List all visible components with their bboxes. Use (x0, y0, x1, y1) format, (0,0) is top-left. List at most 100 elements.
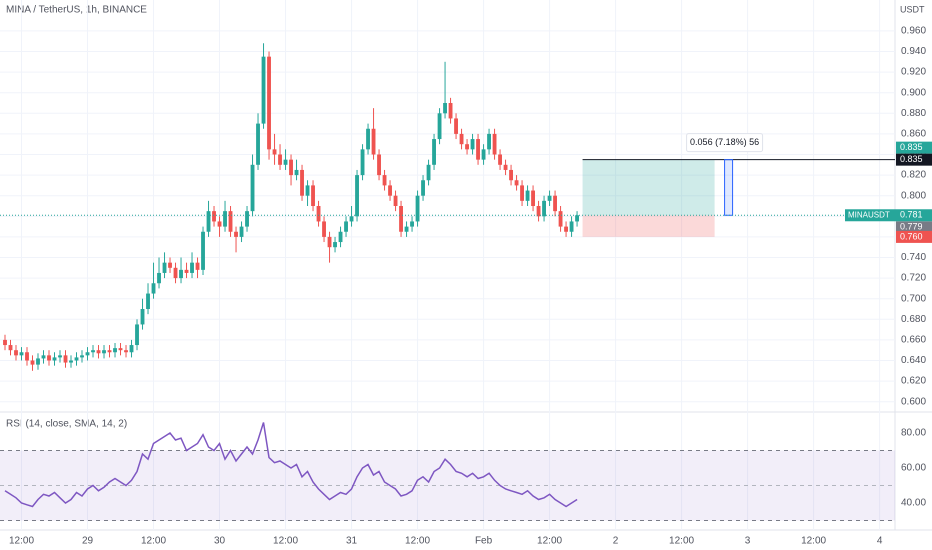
candle-body (338, 231, 343, 243)
candle-body (459, 133, 464, 145)
candle-body (113, 348, 117, 353)
x-tick-label: 12:00 (801, 536, 826, 547)
candle-body (239, 226, 244, 237)
price-marker (896, 230, 932, 243)
candle-body (162, 262, 167, 273)
candle-body (85, 352, 90, 356)
candle-body (421, 180, 425, 196)
candle-body (300, 169, 304, 196)
candle-body (146, 293, 150, 309)
candle-body (173, 267, 178, 279)
candle-body (261, 56, 266, 124)
position-label: 0.056 (7.18%) 56 (690, 137, 759, 147)
last-price-marker (845, 209, 932, 222)
range-arrow (724, 159, 734, 216)
candle-body (305, 185, 310, 196)
y-tick-label: 0.860 (901, 129, 926, 140)
candle-body (91, 350, 95, 353)
candle-body (41, 355, 46, 359)
last-price-label: 0.781 (900, 210, 923, 220)
rsi-tick-label: 80.00 (901, 428, 926, 439)
candle-body (531, 190, 535, 206)
candle-body (80, 355, 84, 358)
candle-body (267, 56, 271, 150)
candle-body (184, 269, 189, 273)
candle-body (454, 118, 458, 134)
candle-body (415, 195, 420, 222)
price-marker-label: 0.760 (900, 231, 923, 241)
candle-body (107, 350, 112, 353)
candle-body (465, 144, 469, 150)
candle-body (377, 154, 381, 176)
candle-body (564, 226, 568, 232)
target-zone (582, 159, 715, 216)
candle-body (278, 154, 282, 165)
candle-body (179, 269, 183, 279)
last-price-symbol: MINAUSDT (848, 210, 890, 219)
candle-body (487, 133, 491, 150)
candle-body (195, 262, 200, 270)
candle-body (481, 149, 486, 160)
candle-body (553, 195, 557, 212)
candle-body (448, 103, 453, 119)
x-tick-label: 12:00 (9, 536, 34, 547)
candle-body (201, 231, 205, 270)
candle-body (19, 352, 24, 356)
candle-body (476, 139, 480, 160)
y-tick-label: 0.940 (901, 46, 926, 57)
candle-body (3, 339, 7, 346)
candle-body (151, 283, 156, 294)
candle-body (283, 159, 288, 165)
candle-body (536, 206, 541, 217)
candle-body (547, 195, 552, 201)
candle-body (217, 221, 222, 227)
candle-body (371, 128, 376, 155)
candle-body (58, 355, 62, 358)
price-marker (896, 221, 932, 234)
chart-title: MINA / TetherUS, 1h, BINANCE (6, 5, 147, 16)
x-tick-label: 12:00 (141, 536, 166, 547)
x-tick-label: 4 (877, 536, 883, 547)
position-label-box (686, 133, 764, 153)
candle-body (426, 164, 431, 181)
candle-body (47, 355, 51, 361)
y-tick-label: 0.880 (901, 108, 926, 119)
candle-body (349, 216, 354, 222)
candle-body (470, 139, 475, 150)
candle-body (25, 352, 29, 361)
candle-body (190, 262, 194, 273)
candle-body (206, 211, 211, 232)
candle-body (525, 190, 530, 201)
candle-body (124, 350, 128, 353)
x-tick-label: 2 (613, 536, 619, 547)
candle-body (344, 221, 348, 232)
candle-body (322, 221, 326, 237)
y-tick-label: 0.660 (901, 335, 926, 346)
y-tick-label: 0.920 (901, 67, 926, 78)
price-marker-label: 0.835 (900, 142, 923, 152)
candle-body (212, 211, 216, 222)
candle-body (52, 357, 57, 361)
candle-body (8, 345, 13, 351)
candle-body (311, 185, 315, 206)
candle-body (514, 180, 519, 186)
candle-body (234, 231, 238, 237)
candle-body (399, 206, 403, 232)
rsi-line (4, 422, 578, 508)
candle-body (102, 350, 106, 354)
candle-body (382, 175, 387, 186)
candle-body (250, 164, 255, 212)
candle-body (118, 348, 123, 351)
candle-body (388, 185, 392, 196)
candle-body (360, 149, 365, 176)
candle-body (503, 164, 508, 170)
y-tick-label: 0.680 (901, 314, 926, 325)
candle-body (498, 154, 502, 165)
candle-body (245, 211, 249, 227)
price-marker (896, 141, 932, 154)
candle-body (432, 139, 436, 165)
candle-body (404, 226, 409, 232)
candle-body (129, 345, 134, 353)
candle-body (69, 360, 73, 363)
